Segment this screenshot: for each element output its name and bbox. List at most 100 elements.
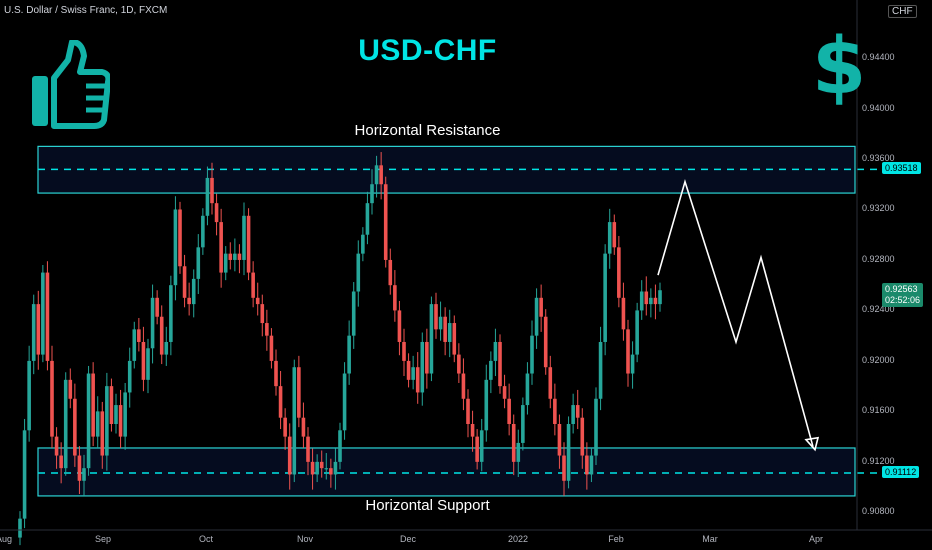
candle-body (233, 253, 237, 260)
candle-body (237, 253, 242, 260)
last-price-value: 0.92563 (885, 283, 918, 294)
candle-body (539, 297, 543, 317)
candle-body (498, 341, 502, 387)
candle-body (589, 455, 594, 475)
candle-body (447, 323, 452, 342)
candle-body (196, 247, 201, 279)
candle-body (310, 461, 315, 475)
candle-body (141, 341, 146, 380)
candle-body (137, 329, 141, 342)
candle-body (22, 430, 27, 519)
candle-body (630, 354, 635, 374)
candle-body (114, 405, 118, 424)
candle-body (228, 253, 233, 260)
price-tick-label: 0.93200 (862, 203, 895, 214)
candle-body (571, 405, 575, 424)
candle-body (82, 468, 86, 481)
bar-countdown: 02:52:06 (885, 294, 921, 305)
last-price-tag: 0.92563 02:52:06 (882, 282, 924, 307)
candle-body (338, 430, 342, 462)
candle-body (329, 468, 333, 475)
candle-body (123, 392, 127, 437)
candles (18, 152, 662, 546)
candle-body (132, 329, 137, 361)
time-tick-label: Aug (0, 534, 13, 544)
candle-body (287, 436, 292, 475)
candle-body (452, 323, 457, 355)
candle-body (493, 341, 498, 361)
candle-body (164, 341, 169, 355)
candle-body (201, 215, 205, 248)
candle-body (479, 430, 484, 462)
candle-body (246, 215, 251, 273)
candle-body (155, 297, 159, 317)
candle-body (86, 373, 91, 469)
candle-body (146, 348, 150, 380)
candle-body (319, 461, 324, 469)
candle-body (36, 304, 41, 355)
candle-body (18, 518, 22, 538)
candle-body (187, 297, 191, 305)
chart-title: USD-CHF (358, 34, 497, 67)
time-tick-label: Sep (94, 534, 112, 544)
candle-body (438, 316, 443, 330)
candle-body (406, 360, 411, 380)
candle-body (210, 177, 214, 204)
projection-arrowhead (804, 436, 820, 452)
candle-body (219, 222, 223, 273)
candle-body (178, 209, 182, 267)
candle-body (457, 354, 461, 374)
resistance-label: Horizontal Resistance (354, 122, 501, 140)
candle-body (585, 455, 589, 475)
candle-body (557, 424, 562, 456)
candle-body (59, 455, 63, 469)
candle-body (562, 455, 566, 481)
candle-body (50, 360, 54, 437)
candle-body (461, 373, 466, 399)
candle-body (603, 253, 607, 342)
candle-body (393, 285, 397, 311)
candle-body (45, 272, 50, 361)
candle-body (415, 367, 420, 393)
candle-body (612, 222, 617, 248)
candle-body (297, 367, 301, 418)
candle-body (639, 291, 644, 311)
price-tick-label: 0.91200 (862, 455, 895, 466)
candle-body (383, 184, 388, 260)
candle-body (118, 405, 123, 437)
candle-body (301, 417, 306, 437)
candle-body (443, 316, 447, 342)
candle-body (127, 360, 132, 393)
candle-body (54, 436, 59, 456)
candle-body (402, 341, 406, 361)
time-tick-label: Oct (198, 534, 214, 544)
candle-body (191, 278, 196, 305)
support-zone (37, 447, 856, 497)
candle-body (251, 272, 255, 298)
candle-body (649, 297, 653, 305)
candle-body (150, 297, 155, 349)
time-tick-label: Dec (399, 534, 417, 544)
candle-body (484, 379, 489, 431)
candle-body (626, 329, 630, 374)
candle-body (347, 335, 351, 374)
currency-button[interactable]: CHF (888, 5, 917, 18)
time-tick-label: Mar (702, 534, 718, 544)
candle-body (397, 310, 402, 342)
price-tick-label: 0.92000 (862, 354, 895, 365)
candle-body (635, 310, 639, 355)
projection-path (657, 178, 814, 447)
candle-body (269, 335, 274, 361)
candle-body (374, 165, 379, 185)
candle-body (594, 398, 598, 456)
time-tick-label: Apr (808, 534, 824, 544)
candle-body (548, 367, 553, 399)
candle-body (534, 297, 539, 336)
candle-body (306, 436, 310, 462)
candle-body (379, 165, 383, 185)
candle-body (580, 417, 585, 456)
candle-body (223, 253, 228, 273)
candle-body (511, 424, 516, 462)
candle-body (27, 360, 31, 431)
